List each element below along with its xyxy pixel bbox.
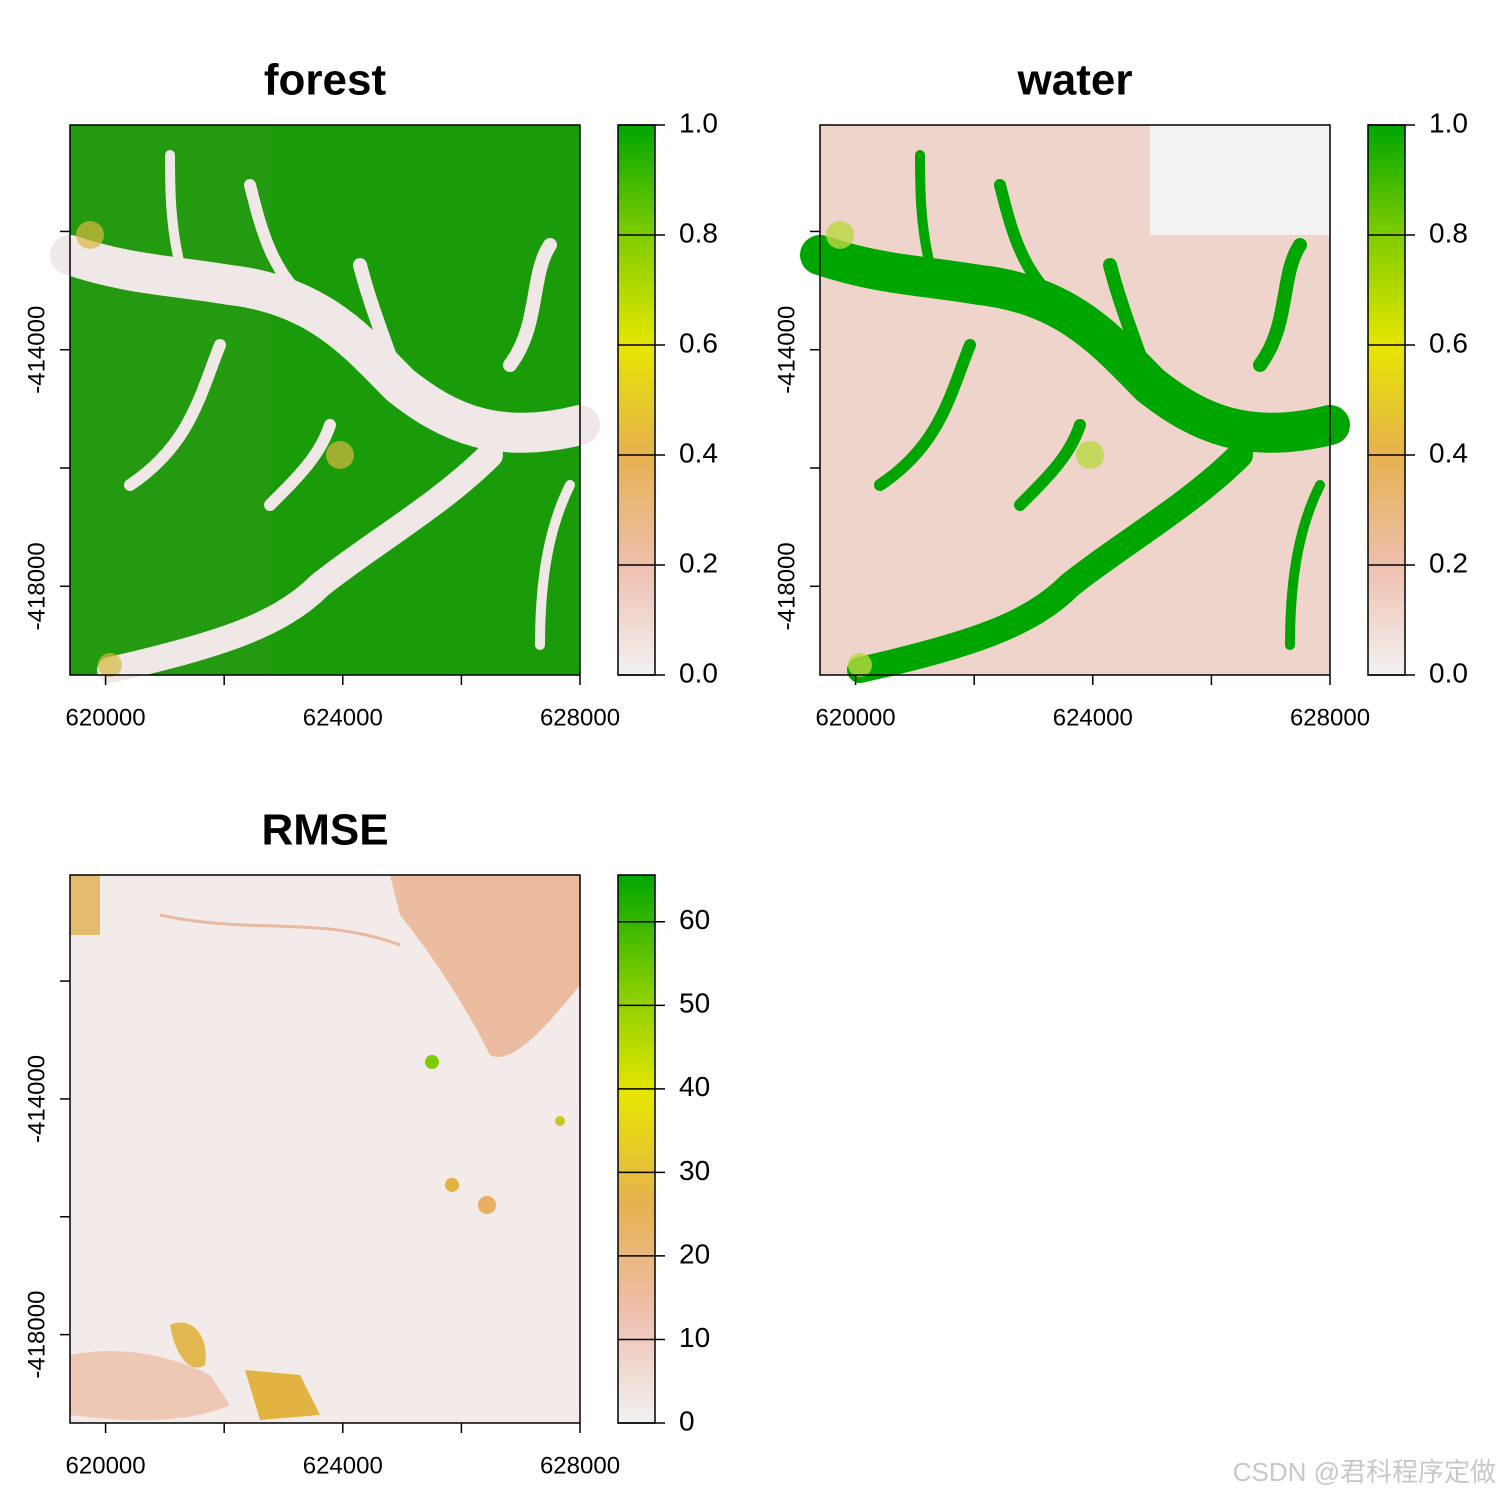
colorbar-tick-label: 30: [679, 1155, 710, 1186]
raster-image: [820, 125, 1330, 677]
colorbar: [617, 874, 656, 1424]
x-tick-label: 620000: [66, 704, 146, 731]
colorbar-tick-label: 0.8: [1429, 217, 1468, 248]
panel-title: forest: [264, 56, 387, 105]
y-tick-label: -414000: [773, 306, 800, 394]
plot-frame: [819, 124, 1331, 676]
x-tick-label: 628000: [1290, 704, 1370, 731]
plot-frame: [69, 874, 581, 1424]
colorbar-tick-label: 0.4: [679, 437, 718, 468]
colorbar-tick-label: 0.0: [679, 657, 718, 688]
watermark: CSDN @君科程序定做: [1233, 1457, 1496, 1487]
x-tick-label: 628000: [540, 704, 620, 731]
raster-image: [68, 873, 582, 1425]
colorbar-tick-label: 50: [679, 988, 710, 1019]
colorbar-tick-label: 1.0: [679, 107, 718, 138]
colorbar-tick-label: 0.2: [679, 547, 718, 578]
colorbar-tick-label: 10: [679, 1322, 710, 1353]
colorbar-tick-label: 40: [679, 1071, 710, 1102]
colorbar-tick-label: 0.6: [1429, 327, 1468, 358]
colorbar: [617, 124, 656, 676]
x-tick-label: 624000: [303, 1452, 383, 1479]
colorbar-tick-label: 20: [679, 1238, 710, 1269]
panel-title: water: [1017, 56, 1133, 105]
y-tick-label: -414000: [23, 306, 50, 394]
colorbar: [1367, 124, 1406, 676]
x-tick-label: 620000: [816, 704, 896, 731]
y-tick-label: -418000: [23, 542, 50, 630]
colorbar-tick-label: 0.8: [679, 217, 718, 248]
x-tick-label: 628000: [540, 1452, 620, 1479]
x-tick-label: 624000: [303, 704, 383, 731]
y-tick-label: -418000: [773, 542, 800, 630]
plot-frame: [69, 124, 581, 676]
y-tick-label: -418000: [23, 1291, 50, 1379]
y-tick-label: -414000: [23, 1055, 50, 1143]
raster-image: [70, 125, 580, 677]
x-tick-label: 624000: [1053, 704, 1133, 731]
x-tick-label: 620000: [66, 1452, 146, 1479]
colorbar-tick-label: 0: [679, 1405, 695, 1436]
colorbar-tick-label: 0.0: [1429, 657, 1468, 688]
colorbar-tick-label: 0.2: [1429, 547, 1468, 578]
colorbar-tick-label: 60: [679, 904, 710, 935]
colorbar-tick-label: 0.4: [1429, 437, 1468, 468]
colorbar-tick-label: 1.0: [1429, 107, 1468, 138]
panel-title: RMSE: [261, 806, 388, 855]
colorbar-tick-label: 0.6: [679, 327, 718, 358]
